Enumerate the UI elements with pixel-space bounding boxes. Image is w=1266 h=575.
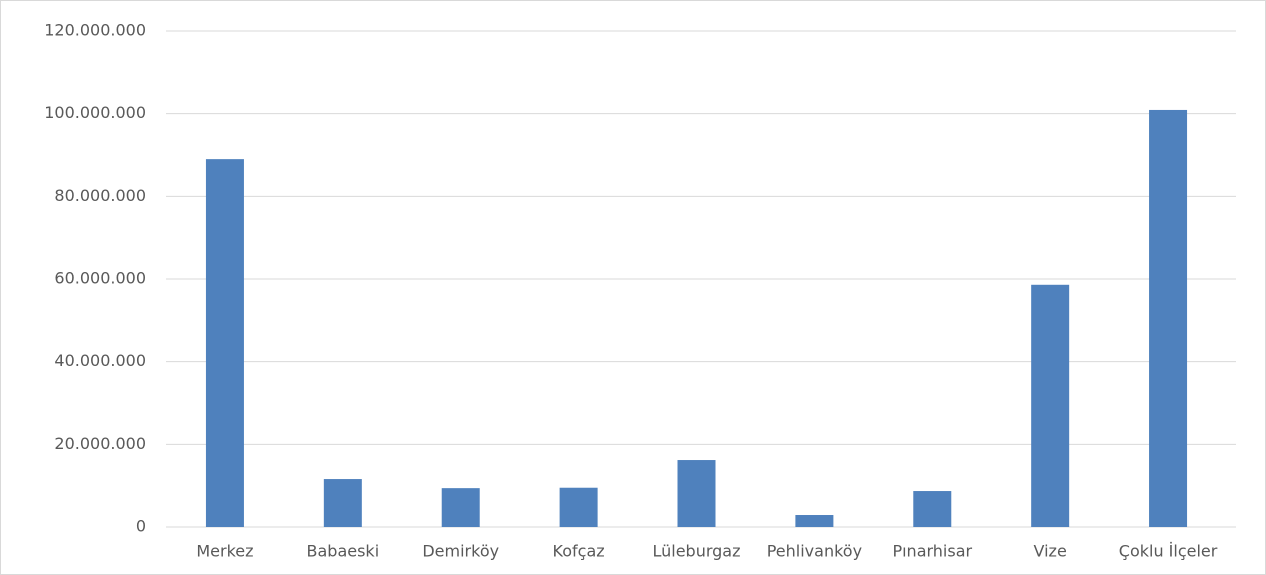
x-tick-label: Demirköy — [422, 542, 499, 561]
bar — [913, 491, 952, 527]
y-tick-label: 120.000.000 — [44, 21, 146, 40]
x-tick-label: Babaeski — [307, 542, 380, 561]
y-tick-label: 80.000.000 — [54, 186, 146, 205]
bar — [1031, 284, 1070, 527]
bar — [323, 479, 362, 527]
x-tick-label: Çoklu İlçeler — [1119, 542, 1218, 561]
y-tick-label: 60.000.000 — [54, 269, 146, 288]
y-tick-label: 40.000.000 — [54, 351, 146, 370]
bar — [795, 515, 834, 527]
bar — [205, 159, 244, 527]
x-tick-label: Pehlivanköy — [767, 542, 862, 561]
bar — [441, 488, 480, 527]
x-tick-label: Pınarhisar — [892, 542, 972, 561]
x-tick-label: Kofçaz — [553, 542, 605, 561]
y-tick-label: 20.000.000 — [54, 434, 146, 453]
y-tick-label: 100.000.000 — [44, 103, 146, 122]
x-tick-label: Vize — [1034, 542, 1067, 561]
bar — [677, 460, 716, 527]
bar — [559, 487, 598, 527]
bar — [1149, 109, 1188, 528]
y-tick-label: 0 — [136, 517, 146, 536]
x-tick-label: Lüleburgaz — [652, 542, 740, 561]
x-tick-label: Merkez — [196, 542, 253, 561]
